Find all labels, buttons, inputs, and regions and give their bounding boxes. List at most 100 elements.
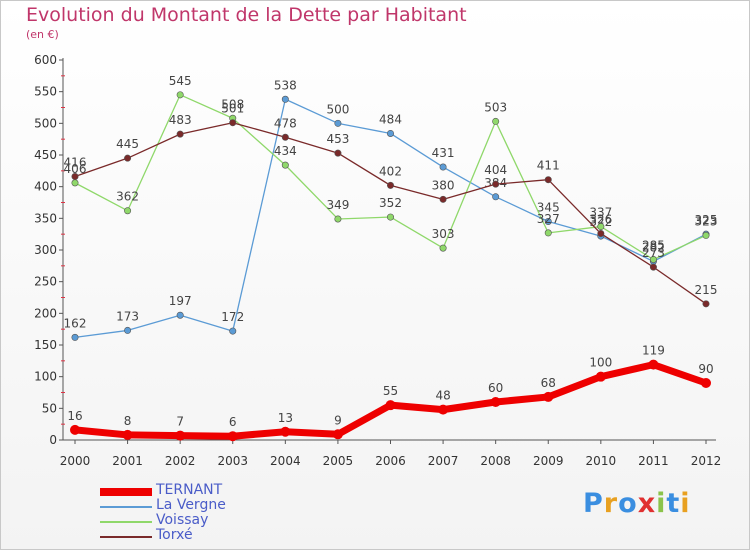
x-tick-label: 2009 <box>533 454 564 468</box>
data-point <box>597 230 605 238</box>
logo-letter: i <box>680 488 691 519</box>
data-point <box>702 231 710 239</box>
x-tick-label: 2010 <box>586 454 617 468</box>
data-label: 197 <box>169 294 192 308</box>
y-tick-label: 100 <box>34 370 57 384</box>
data-point <box>229 119 237 127</box>
data-label: 8 <box>124 414 132 428</box>
x-tick-label: 2000 <box>60 454 91 468</box>
x-tick-label: 2003 <box>217 454 248 468</box>
data-label: 445 <box>116 137 139 151</box>
legend-label: La Vergne <box>156 497 226 513</box>
data-point <box>439 244 447 252</box>
data-point <box>544 218 552 226</box>
data-point <box>595 371 606 382</box>
data-label: 402 <box>379 164 402 178</box>
data-label: 55 <box>383 384 398 398</box>
data-point <box>492 117 500 125</box>
legend-swatch <box>100 536 152 538</box>
y-tick-label: 300 <box>34 243 57 257</box>
data-point <box>492 193 500 201</box>
data-point <box>176 311 184 319</box>
data-point <box>280 426 291 437</box>
data-label: 453 <box>326 132 349 146</box>
data-label: 538 <box>274 78 297 92</box>
data-label: 345 <box>537 201 560 215</box>
data-point <box>70 424 80 435</box>
data-point <box>71 173 79 181</box>
y-tick-label: 250 <box>34 275 57 289</box>
logo-letter: i <box>656 488 667 519</box>
y-tick-label: 400 <box>34 180 57 194</box>
data-label: 7 <box>176 415 184 429</box>
logo-letter: o <box>618 488 638 519</box>
data-label: 352 <box>379 196 402 210</box>
data-label: 119 <box>642 344 665 358</box>
data-label: 500 <box>326 102 349 116</box>
data-label: 100 <box>589 356 612 370</box>
data-label: 6 <box>229 415 237 429</box>
chart-title: Evolution du Montant de la Dette par Hab… <box>26 4 467 26</box>
data-label: 282 <box>642 240 665 254</box>
data-label: 411 <box>537 159 560 173</box>
x-tick-label: 2004 <box>270 454 301 468</box>
data-point <box>385 400 396 411</box>
data-point <box>122 429 133 440</box>
data-point <box>439 195 447 203</box>
data-label: 406 <box>64 162 87 176</box>
data-point <box>597 223 605 231</box>
legend-label: Torxé <box>156 527 193 543</box>
data-label: 362 <box>116 190 139 204</box>
data-label: 503 <box>484 100 507 114</box>
data-label: 162 <box>64 316 87 330</box>
y-tick-label: 150 <box>34 338 57 352</box>
data-label: 380 <box>432 178 455 192</box>
data-label: 60 <box>488 381 503 395</box>
data-point <box>71 333 79 341</box>
data-point <box>281 133 289 141</box>
x-tick-label: 2007 <box>428 454 459 468</box>
data-label: 349 <box>326 198 349 212</box>
data-label: 327 <box>537 212 560 226</box>
proxiti-logo: Proxiti <box>583 488 691 519</box>
x-tick-label: 2011 <box>638 454 669 468</box>
data-point <box>175 430 186 441</box>
data-label: 326 <box>589 213 612 227</box>
data-point <box>386 129 394 137</box>
data-label: 215 <box>695 283 718 297</box>
data-point <box>544 229 552 237</box>
data-label: 416 <box>64 156 87 170</box>
data-point <box>648 359 659 370</box>
data-point <box>227 431 238 442</box>
data-point <box>438 404 449 415</box>
legend-swatch <box>100 488 152 496</box>
data-point <box>439 163 447 171</box>
data-point <box>281 95 289 103</box>
data-point <box>124 154 132 162</box>
data-label: 337 <box>589 206 612 220</box>
y-tick-label: 550 <box>34 85 57 99</box>
data-point <box>543 391 554 402</box>
data-label: 501 <box>221 102 244 116</box>
data-point <box>334 119 342 127</box>
legend-label: Voissay <box>156 512 209 528</box>
y-tick-label: 450 <box>34 148 57 162</box>
data-label: 404 <box>484 163 507 177</box>
data-point <box>124 326 132 334</box>
data-point <box>490 397 501 407</box>
data-point <box>176 91 184 99</box>
data-point <box>649 255 657 263</box>
data-label: 484 <box>379 112 402 126</box>
data-label: 173 <box>116 309 139 323</box>
data-label: 483 <box>169 113 192 127</box>
data-label: 303 <box>432 227 455 241</box>
data-point <box>386 213 394 221</box>
data-point <box>332 429 343 440</box>
x-tick-label: 2012 <box>691 454 722 468</box>
data-point <box>702 300 710 308</box>
data-label: 68 <box>541 376 556 390</box>
data-point <box>544 176 552 184</box>
data-point <box>71 179 79 187</box>
x-tick-label: 2006 <box>375 454 406 468</box>
data-point <box>334 149 342 157</box>
